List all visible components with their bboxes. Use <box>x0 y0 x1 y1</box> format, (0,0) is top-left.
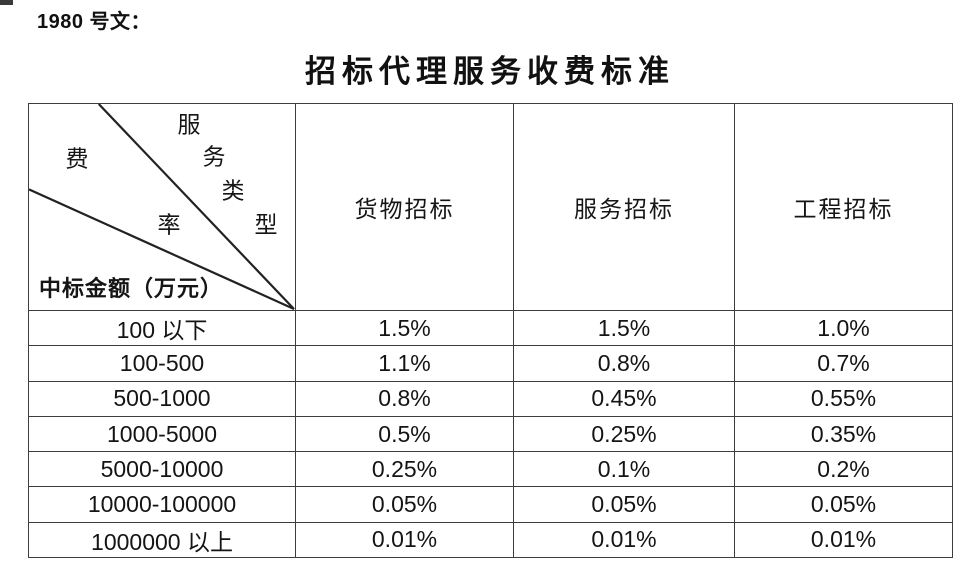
rate-cell: 0.2% <box>734 451 953 488</box>
rate-cell: 0.05% <box>513 486 735 523</box>
column-header-engineering: 工程招标 <box>734 103 953 311</box>
diagonal-corner-inner: 服 务 类 型 费 率 中标金额（万元） <box>29 104 295 310</box>
service-type-char: 型 <box>254 212 278 238</box>
rate-cell: 0.8% <box>513 345 735 382</box>
fee-standard-table: 服 务 类 型 费 率 中标金额（万元） 货物招标 服务招标 工程招标 100 … <box>28 103 953 559</box>
amount-range-cell: 100 以下 <box>28 309 296 347</box>
rate-cell: 0.25% <box>513 415 735 453</box>
screen-edge-artifact <box>0 0 13 5</box>
page-title: 招标代理服务收费标准 <box>305 54 675 89</box>
rate-cell: 1.5% <box>295 309 514 347</box>
doc-number-label: 1980 号文： <box>37 11 152 33</box>
rate-cell: 1.1% <box>295 345 514 382</box>
rate-cell: 0.8% <box>295 380 514 417</box>
fee-rate-char: 率 <box>157 212 181 238</box>
rate-cell: 0.45% <box>513 380 735 417</box>
rate-cell: 0.05% <box>734 486 953 523</box>
rate-cell: 1.0% <box>734 309 953 347</box>
table-row: 10000-100000 0.05% 0.05% 0.05% <box>28 486 953 523</box>
column-header-goods: 货物招标 <box>295 103 514 311</box>
service-type-char: 服 <box>177 112 201 138</box>
rate-cell: 0.55% <box>734 380 953 417</box>
rate-cell: 0.25% <box>295 451 514 488</box>
amount-range-cell: 5000-10000 <box>28 451 296 488</box>
rate-cell: 0.05% <box>295 486 514 523</box>
diagonal-corner-cell: 服 务 类 型 费 率 中标金额（万元） <box>28 103 296 311</box>
amount-range-cell: 1000-5000 <box>28 415 296 453</box>
table-row: 100 以下 1.5% 1.5% 1.0% <box>28 309 953 347</box>
rate-cell: 0.5% <box>295 415 514 453</box>
rate-cell: 0.01% <box>513 521 735 559</box>
amount-range-cell: 1000000 以上 <box>28 521 296 559</box>
rate-cell: 1.5% <box>513 309 735 347</box>
table-row: 500-1000 0.8% 0.45% 0.55% <box>28 380 953 417</box>
rate-cell: 0.1% <box>513 451 735 488</box>
table-header-row: 服 务 类 型 费 率 中标金额（万元） 货物招标 服务招标 工程招标 <box>28 103 953 311</box>
amount-range-cell: 100-500 <box>28 345 296 382</box>
service-type-char: 类 <box>221 178 245 204</box>
rate-cell: 0.01% <box>295 521 514 559</box>
row-axis-label: 中标金额（万元） <box>39 276 224 301</box>
amount-range-cell: 10000-100000 <box>28 486 296 523</box>
service-type-char: 务 <box>202 144 226 170</box>
rate-cell: 0.7% <box>734 345 953 382</box>
table-row: 5000-10000 0.25% 0.1% 0.2% <box>28 451 953 488</box>
rate-cell: 0.35% <box>734 415 953 453</box>
fee-rate-char: 费 <box>65 146 89 172</box>
amount-range-cell: 500-1000 <box>28 380 296 417</box>
column-header-services: 服务招标 <box>513 103 735 311</box>
table-row: 1000000 以上 0.01% 0.01% 0.01% <box>28 521 953 559</box>
table-row: 1000-5000 0.5% 0.25% 0.35% <box>28 415 953 453</box>
diagonal-split-lines <box>29 104 295 310</box>
table-row: 100-500 1.1% 0.8% 0.7% <box>28 345 953 382</box>
rate-cell: 0.01% <box>734 521 953 559</box>
